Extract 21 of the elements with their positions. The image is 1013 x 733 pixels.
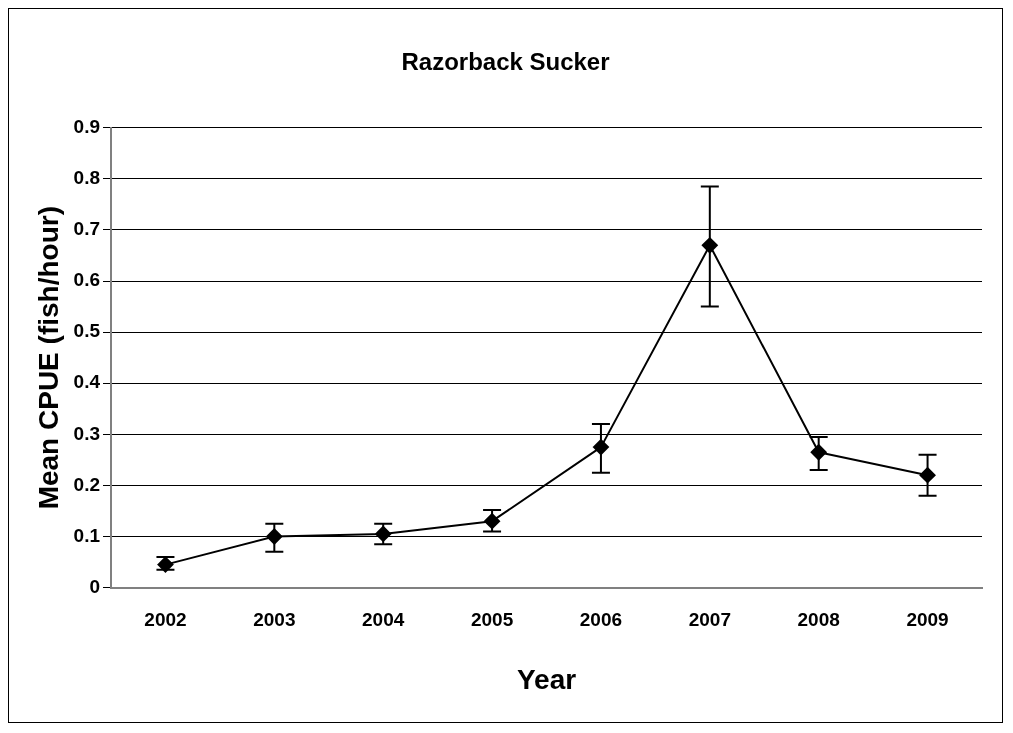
x-axis-title: Year (516, 663, 577, 695)
y-tick-label: 0.6 (73, 269, 101, 291)
y-tick-label: 0.4 (73, 371, 101, 393)
y-tick-label: 0 (89, 575, 101, 597)
x-tick-label: 2009 (906, 609, 949, 631)
y-axis-title: Mean CPUE (fish/hour) (32, 206, 64, 510)
x-tick-label: 2003 (253, 609, 296, 631)
x-tick-label: 2006 (579, 609, 623, 631)
y-tick-label: 0.2 (73, 473, 101, 495)
y-tick-label: 0.7 (73, 218, 101, 240)
x-tick-label: 2004 (362, 609, 405, 631)
y-tick-label: 0.1 (73, 524, 101, 546)
y-tick-label: 0.3 (73, 422, 101, 444)
y-tick-label: 0.8 (73, 167, 101, 189)
y-tick-label: 0.5 (73, 320, 101, 342)
y-tick-label: 0.9 (73, 116, 101, 138)
x-tick-label: 2008 (797, 609, 840, 631)
x-tick-label: 2002 (144, 609, 187, 631)
x-tick-label: 2007 (688, 609, 731, 631)
x-tick-label: 2005 (470, 609, 514, 631)
chart-title: Razorback Sucker (401, 48, 610, 76)
